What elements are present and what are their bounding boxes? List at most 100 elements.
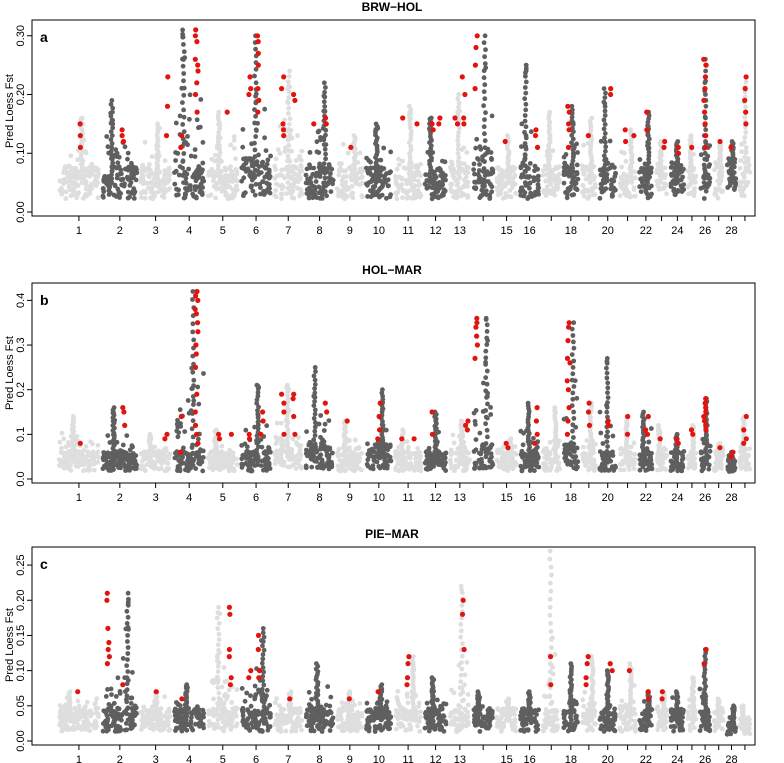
snp-point <box>452 176 458 182</box>
snp-point <box>105 144 111 150</box>
significant-point <box>622 127 628 133</box>
snp-point <box>150 196 156 202</box>
snp-point <box>448 457 453 463</box>
chromosome-21-points <box>618 414 638 473</box>
snp-point <box>561 169 567 174</box>
snp-point <box>418 161 423 167</box>
snp-peak-point <box>605 458 610 464</box>
snp-point <box>476 157 481 163</box>
snp-peak-point <box>456 92 462 97</box>
snp-point <box>141 449 147 455</box>
snp-point <box>230 453 236 459</box>
snp-point <box>221 455 226 461</box>
snp-point <box>741 193 747 199</box>
chromosome-14-points <box>471 33 496 201</box>
snp-point <box>299 465 304 471</box>
snp-point <box>413 171 419 176</box>
snp-point <box>81 448 86 453</box>
snp-point <box>632 193 638 199</box>
snp-peak-point <box>312 433 318 438</box>
snp-point <box>130 189 136 194</box>
snp-point <box>273 434 279 440</box>
snp-peak-point <box>523 124 529 130</box>
snp-peak-point <box>605 453 611 459</box>
snp-point <box>261 189 267 195</box>
snp-point <box>107 183 113 189</box>
snp-point <box>256 164 262 170</box>
snp-point <box>116 458 122 464</box>
panel-b: HOL−MAR b Pred Loess Fst 0.00.10.20.30.4… <box>4 263 756 504</box>
y-tick-label: 0.2 <box>15 382 27 397</box>
snp-point <box>90 441 95 447</box>
snp-peak-point <box>570 333 576 338</box>
snp-peak-point <box>407 154 413 160</box>
snp-point <box>593 441 598 447</box>
snp-point <box>196 401 202 407</box>
chromosome-27-points <box>712 139 726 201</box>
snp-point <box>478 461 484 467</box>
snp-peak-point <box>286 143 292 148</box>
snp-peak-point <box>602 175 608 181</box>
snp-point <box>231 138 237 143</box>
snp-peak-point <box>481 103 486 109</box>
snp-point <box>263 456 268 461</box>
significant-point <box>255 39 261 45</box>
snp-point <box>196 165 202 171</box>
snp-point <box>225 196 231 202</box>
snp-peak-point <box>523 79 529 85</box>
snp-peak-point <box>323 156 328 162</box>
snp-point <box>198 448 204 454</box>
snp-point <box>83 149 89 155</box>
significant-point <box>566 127 572 133</box>
snp-point <box>299 168 305 174</box>
snp-point <box>500 461 506 466</box>
snp-peak-point <box>483 408 488 413</box>
y-tick-label: 0.30 <box>15 25 27 46</box>
snp-point <box>328 171 333 177</box>
snp-point <box>149 154 155 160</box>
significant-point <box>224 109 230 115</box>
significant-point <box>193 27 199 33</box>
snp-point <box>118 448 123 453</box>
snp-point <box>476 168 482 173</box>
snp-point <box>243 460 249 466</box>
snp-peak-point <box>286 174 292 180</box>
snp-point <box>612 165 617 170</box>
snp-point <box>225 456 231 462</box>
snp-point <box>133 463 138 469</box>
chromosome-8-points <box>303 80 336 201</box>
snp-point <box>197 184 203 190</box>
snp-peak-point <box>743 165 749 170</box>
snp-peak-point <box>628 127 633 133</box>
snp-point <box>693 173 699 179</box>
significant-point <box>703 133 709 139</box>
significant-point <box>256 97 262 103</box>
snp-point <box>120 182 125 188</box>
y-ticks: 0.000.100.200.30 <box>15 25 32 223</box>
snp-point <box>581 455 586 461</box>
snp-point <box>619 149 624 155</box>
snp-point <box>142 195 148 201</box>
snp-point <box>144 180 149 186</box>
snp-point <box>590 186 595 192</box>
snp-point <box>547 439 553 445</box>
snp-point <box>618 467 623 473</box>
snp-point <box>542 466 547 471</box>
snp-point <box>631 185 637 191</box>
snp-point <box>104 134 110 139</box>
snp-point <box>489 156 494 161</box>
snp-point <box>276 456 282 462</box>
snp-point <box>58 450 64 456</box>
snp-peak-point <box>312 407 318 413</box>
snp-point <box>293 172 299 178</box>
snp-peak-point <box>323 151 328 157</box>
snp-peak-point <box>523 107 529 113</box>
snp-point <box>350 195 356 201</box>
snp-peak-point <box>181 92 187 98</box>
snp-point <box>489 113 495 119</box>
snp-point <box>471 410 477 416</box>
snp-peak-point <box>181 114 187 120</box>
snp-peak-point <box>70 414 76 419</box>
snp-peak-point <box>570 422 576 428</box>
significant-point <box>662 138 668 145</box>
